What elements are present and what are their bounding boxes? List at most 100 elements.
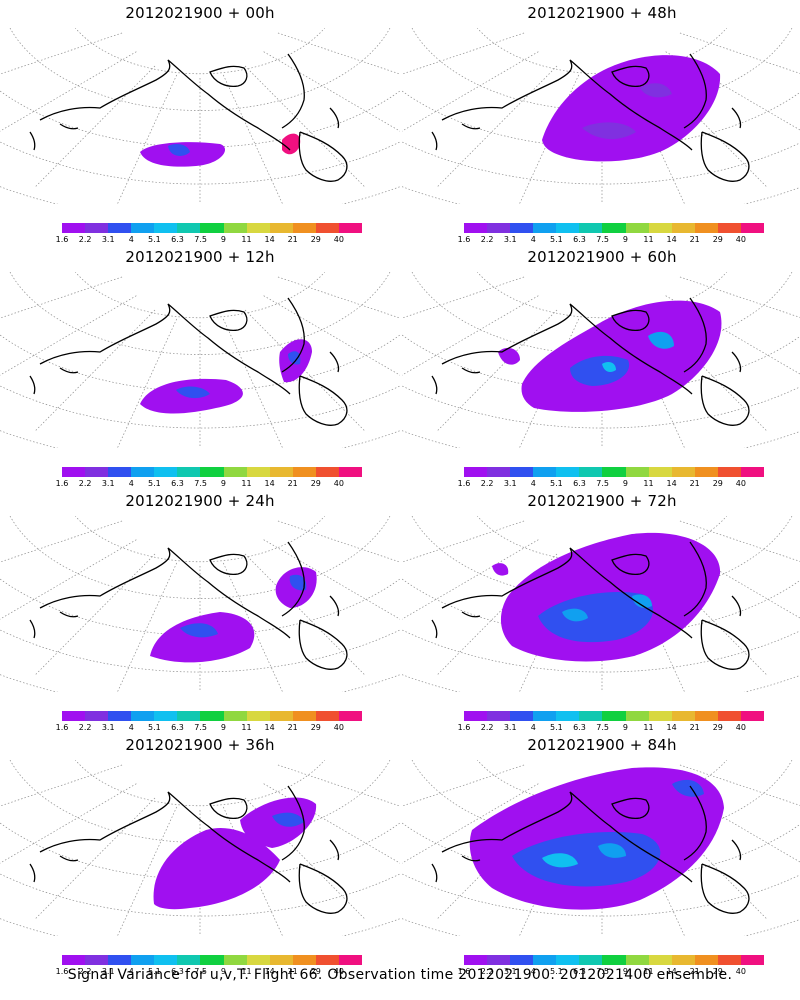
variance-region [176,386,210,399]
colorbar-swatch [246,467,270,477]
colorbar-swatch [740,223,765,233]
coastline [441,791,693,883]
colorbar-swatch [556,223,580,233]
colorbar-swatch [177,223,201,233]
coastline [611,309,650,332]
colorbar-swatch [200,955,224,965]
colorbar-swatch [648,955,672,965]
colorbar-tick-label: 6.3 [171,235,184,244]
colorbar [464,223,765,233]
colorbar-swatch [533,955,557,965]
map-panel: 2012021900 + 72h 1.6 2.2 3.1 4 5.1 6.3 7.5 9 11 14… [402,488,800,733]
colorbar-swatch [292,223,316,233]
coastline [59,855,79,862]
colorbar-swatch [487,711,511,721]
colorbar-swatch [671,467,695,477]
coastline [611,797,650,820]
coastline [461,611,481,618]
colorbar-swatch [579,711,603,721]
colorbar-tick-label: 4 [530,479,536,488]
variance-region [180,623,218,638]
colorbar-swatch [602,223,626,233]
colorbar-tick-label: 7.5 [194,479,207,488]
coastline [209,309,248,332]
colorbar-ticks: 1.6 2.2 3.1 4 5.1 6.3 7.5 9 11 14 21 29 40 [56,723,362,733]
colorbar-swatch [510,711,534,721]
variance-region [288,351,301,365]
colorbar-tick-label: 2.2 [480,967,494,976]
colorbar-swatch [533,711,557,721]
colorbar-tick-label: 2.2 [480,479,494,488]
variance-region [492,563,509,576]
colorbar-ticks: 1.6 2.2 3.1 4 5.1 6.3 7.5 9 11 14 21 29 40 [458,479,764,489]
colorbar-swatch [85,711,109,721]
variance-region [282,133,301,155]
colorbar-swatch [315,711,339,721]
coastline [683,541,707,617]
colorbar-tick-label: 9 [220,235,226,244]
map-area [0,516,400,692]
map-area [402,760,800,936]
map-panel: 2012021900 + 24h 1.6 2.2 3.1 4 5.1 6.3 7.5 9 11 14… [0,488,400,733]
coastline [298,863,348,914]
coastline [431,131,438,151]
colorbar-swatch [85,223,109,233]
colorbar-swatch [717,223,741,233]
colorbar-tick-label: 3.1 [101,723,115,732]
colorbar-swatch [269,467,293,477]
coastline [209,797,248,820]
colorbar-tick-label: 14 [666,479,677,488]
colorbar-tick-label: 29 [712,479,723,488]
map-area [0,760,400,936]
colorbar-tick-label: 2.2 [78,235,92,244]
colorbar-tick-label: 40 [735,235,746,244]
coastline [59,123,79,130]
colorbar-swatch [200,467,224,477]
colorbar-swatch [131,223,155,233]
variance-region [542,853,578,868]
colorbar-swatch [625,711,649,721]
colorbar-tick-label: 21 [287,723,298,732]
colorbar-swatch [62,955,86,965]
colorbar-tick-label: 9 [622,479,628,488]
colorbar-swatch [177,711,201,721]
colorbar-tick-label: 3.1 [503,967,517,976]
colorbar-tick-label: 11 [643,235,654,244]
colorbar-swatch [292,955,316,965]
colorbar-swatch [487,467,511,477]
coastline [431,863,438,883]
colorbar-tick-label: 1.6 [457,235,471,244]
panel-title: 2012021900 + 24h [125,492,275,510]
colorbar-swatch [602,711,626,721]
colorbar-tick-label: 9 [220,723,226,732]
colorbar-tick-label: 21 [287,235,298,244]
variance-region [521,300,722,412]
colorbar-swatch [464,467,488,477]
coastline [29,863,36,883]
colorbar-tick-label: 6.3 [573,479,586,488]
colorbar-tick-label: 3.1 [101,967,115,976]
colorbar-swatch [315,467,339,477]
colorbar-swatch [338,223,363,233]
map-area [0,272,400,448]
colorbar-tick-label: 21 [287,967,298,976]
colorbar-swatch [200,711,224,721]
colorbar-tick-label: 40 [333,479,344,488]
colorbar-ticks: 1.6 2.2 3.1 4 5.1 6.3 7.5 9 11 14 21 29 40 [56,479,362,489]
colorbar-swatch [648,223,672,233]
colorbar-swatch [717,711,741,721]
colorbar-tick-label: 3.1 [101,235,115,244]
colorbar-tick-label: 4 [128,235,134,244]
colorbar-tick-label: 29 [310,967,321,976]
map-area [402,516,800,692]
colorbar-swatch [487,223,511,233]
variance-region [648,331,674,349]
colorbar-tick-label: 29 [712,723,723,732]
colorbar-ticks: 1.6 2.2 3.1 4 5.1 6.3 7.5 9 11 14 21 29 40 [56,235,362,245]
colorbar-swatch [200,223,224,233]
colorbar-swatch [85,955,109,965]
colorbar-tick-label: 7.5 [596,479,609,488]
coastline [700,619,750,670]
colorbar-swatch [246,955,270,965]
colorbar-tick-label: 9 [622,723,628,732]
